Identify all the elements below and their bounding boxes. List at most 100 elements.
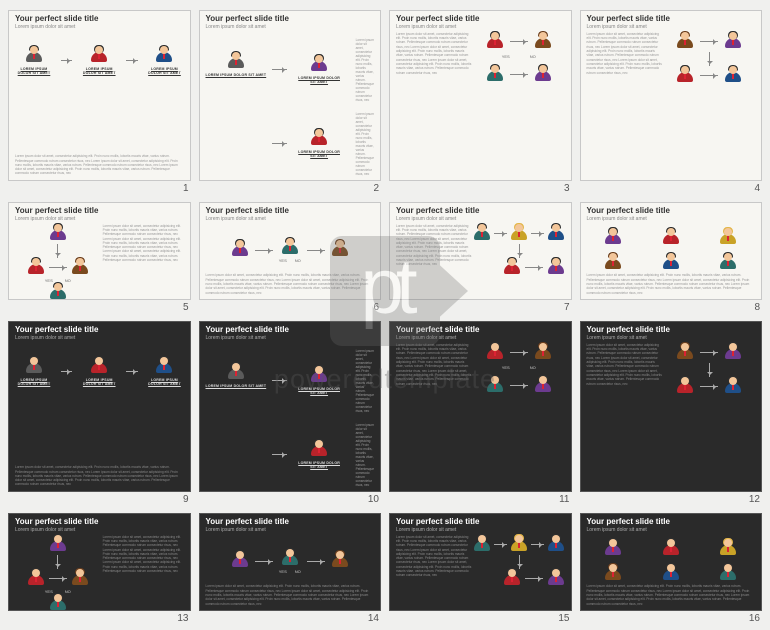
slide-cell[interactable]: Your perfect slide title Lorem ipsum dol… [580,202,763,313]
slide-title: Your perfect slide title [15,326,184,335]
person-icon [155,46,173,66]
person-icon [281,238,299,258]
person-icon [71,258,89,278]
slide-number: 14 [199,613,382,624]
slide-number: 4 [580,183,763,194]
slide-cell[interactable]: Your perfect slide title Lorem ipsum dol… [8,10,191,194]
person-icon [676,343,694,363]
person-icon [724,66,742,86]
slide-number: 13 [8,613,191,624]
slide-body: Lorem ipsum dolor sit amet, consectetur … [587,224,756,295]
slide-title: Your perfect slide title [15,207,184,216]
person-caption: LOREM IPSUM DOLOR SIT AMET [146,67,184,75]
slide-thumbnail[interactable]: Your perfect slide title Lorem ipsum dol… [199,202,382,300]
slide-subtitle: Lorem ipsum dolor sit amet [587,527,756,533]
slide-number: 5 [8,302,191,313]
arrow-down-icon [57,555,58,569]
slide-body: LOREM IPSUM DOLOR SIT AMET LOREM IPSUM D… [206,32,375,176]
slide-cell[interactable]: Your perfect slide title Lorem ipsum dol… [580,513,763,624]
slide-thumbnail[interactable]: Your perfect slide title Lorem ipsum dol… [389,513,572,611]
slide-thumbnail[interactable]: Your perfect slide title Lorem ipsum dol… [8,513,191,611]
arrow-down-icon [709,52,710,66]
lorem-text: Lorem ipsum dolor sit amet, consectetur … [206,584,375,606]
slide-subtitle: Lorem ipsum dolor sit amet [396,335,565,341]
slide-thumbnail[interactable]: Your perfect slide title Lorem ipsum dol… [580,202,763,300]
slide-cell[interactable]: Your perfect slide title Lorem ipsum dol… [580,10,763,194]
slide-body: Lorem ipsum dolor sit amet, consectetur … [396,32,565,176]
slide-number: 3 [389,183,572,194]
arrow-down-icon [57,244,58,258]
slide-thumbnail[interactable]: Your perfect slide title Lorem ipsum dol… [389,10,572,181]
person-icon [486,65,504,85]
person-icon [231,240,249,260]
slide-body: LOREM IPSUM DOLOR SIT AMET LOREM IPSUM D… [206,343,375,487]
slide-cell[interactable]: Your perfect slide title Lorem ipsum dol… [389,202,572,313]
person-icon [534,65,552,85]
arrow-icon [49,578,67,579]
slide-thumbnail[interactable]: Your perfect slide title Lorem ipsum dol… [580,513,763,611]
lorem-text: Lorem ipsum dolor sit amet, consectetur … [587,32,663,75]
slide-cell[interactable]: Your perfect slide title Lorem ipsum dol… [8,321,191,505]
slide-thumbnail[interactable]: Your perfect slide title Lorem ipsum dol… [580,321,763,492]
no-label: NO [530,365,536,370]
person-icon [724,377,742,397]
slide-subtitle: Lorem ipsum dolor sit amet [587,24,756,30]
slide-title: Your perfect slide title [206,326,375,335]
person-icon [662,228,680,248]
slide-subtitle: Lorem ipsum dolor sit amet [587,335,756,341]
person-icon [155,357,173,377]
slide-number: 9 [8,494,191,505]
slide-thumbnail[interactable]: Your perfect slide title Lorem ipsum dol… [8,10,191,181]
person-icon [676,377,694,397]
slide-title: Your perfect slide title [206,15,375,24]
person-icon [27,569,45,589]
slide-thumbnail[interactable]: Your perfect slide title Lorem ipsum dol… [199,513,382,611]
person-icon [719,564,737,584]
slide-cell[interactable]: Your perfect slide title Lorem ipsum dol… [199,321,382,505]
slide-cell[interactable]: Your perfect slide title Lorem ipsum dol… [199,513,382,624]
slide-thumbnail[interactable]: Your perfect slide title Lorem ipsum dol… [580,10,763,181]
person-icon [547,258,565,278]
arrow-icon [525,578,543,579]
slide-body: YESNO Lorem ipsum dolor sit amet, consec… [15,535,184,606]
slide-thumbnail[interactable]: Your perfect slide title Lorem ipsum dol… [389,321,572,492]
slide-subtitle: Lorem ipsum dolor sit amet [15,527,184,533]
person-caption: LOREM IPSUM DOLOR SIT AMET [295,150,344,158]
person-icon [548,535,564,555]
person-icon [227,52,245,72]
slide-subtitle: Lorem ipsum dolor sit amet [587,216,756,222]
slide-body: YESNO Lorem ipsum dolor sit amet, consec… [15,224,184,295]
person-caption: LOREM IPSUM DOLOR SIT AMET [146,378,184,386]
lorem-text: Lorem ipsum dolor sit amet, consectetur … [356,349,374,413]
arrow-icon [700,41,718,42]
slide-cell[interactable]: Your perfect slide title Lorem ipsum dol… [389,513,572,624]
slide-thumbnail[interactable]: Your perfect slide title Lorem ipsum dol… [199,321,382,492]
person-icon [331,240,349,260]
person-icon [27,258,45,278]
lorem-text: Lorem ipsum dolor sit amet, consectetur … [356,112,374,176]
slide-cell[interactable]: Your perfect slide title Lorem ipsum dol… [8,513,191,624]
slide-title: Your perfect slide title [206,207,375,216]
person-icon [227,363,245,383]
slide-thumbnail[interactable]: Your perfect slide title Lorem ipsum dol… [389,202,572,300]
person-icon [719,228,737,248]
slide-body: Lorem ipsum dolor sit amet, consectetur … [587,343,756,487]
lorem-text: Lorem ipsum dolor sit amet, consectetur … [396,32,472,75]
person-icon [25,357,43,377]
arrow-icon [531,233,544,234]
yes-label: YES [502,365,510,370]
slide-thumbnail[interactable]: Your perfect slide title Lorem ipsum dol… [8,202,191,300]
slide-cell[interactable]: Your perfect slide title Lorem ipsum dol… [389,321,572,505]
slide-cell[interactable]: Your perfect slide title Lorem ipsum dol… [580,321,763,505]
slide-cell[interactable]: Your perfect slide title Lorem ipsum dol… [389,10,572,194]
person-caption: LOREM IPSUM DOLOR SIT AMET [80,67,118,75]
slide-cell[interactable]: Your perfect slide title Lorem ipsum dol… [8,202,191,313]
person-icon [331,551,349,571]
slide-cell[interactable]: Your perfect slide title Lorem ipsum dol… [199,10,382,194]
arrow-icon [510,41,528,42]
slide-thumbnail[interactable]: Your perfect slide title Lorem ipsum dol… [199,10,382,181]
arrow-icon [510,352,528,353]
slide-thumbnail[interactable]: Your perfect slide title Lorem ipsum dol… [8,321,191,492]
slide-cell[interactable]: Your perfect slide title Lorem ipsum dol… [199,202,382,313]
slide-number: 10 [199,494,382,505]
